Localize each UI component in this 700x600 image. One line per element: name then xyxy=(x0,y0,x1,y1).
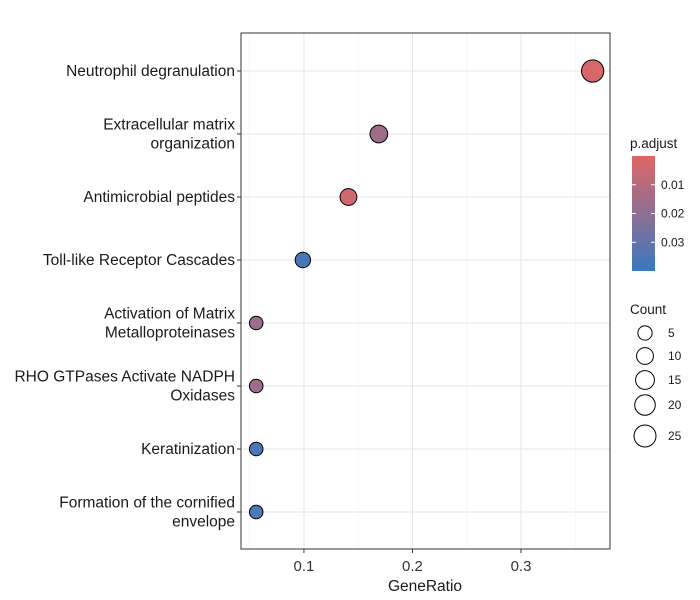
data-point xyxy=(580,59,605,83)
color-legend-tick-label: 0.03 xyxy=(661,235,685,249)
data-point xyxy=(339,188,358,206)
data-point xyxy=(248,378,264,394)
y-axis: Neutrophil degranulation Extracellular ma… xyxy=(14,63,241,531)
size-legend-title: Count xyxy=(630,302,666,317)
size-legend-label: 10 xyxy=(668,349,682,363)
plot-border xyxy=(240,32,611,550)
size-legend-circle xyxy=(635,370,655,390)
data-point xyxy=(369,124,389,144)
y-tick-label: Metalloproteinases xyxy=(105,325,235,342)
color-legend-bar xyxy=(632,156,655,271)
x-axis-title: GeneRatio xyxy=(388,578,462,595)
color-legend-title: p.adjust xyxy=(630,136,678,151)
y-tick-label: Oxidases xyxy=(170,388,235,405)
size-legend: Count 5 10 15 20 25 xyxy=(630,302,682,448)
size-legend-label: 5 xyxy=(668,326,675,340)
data-point xyxy=(248,504,264,520)
y-tick-label: Formation of the cornified xyxy=(59,495,235,512)
x-tick-label: 0.2 xyxy=(402,558,423,575)
data-points xyxy=(248,59,605,520)
x-tick-label: 0.1 xyxy=(294,558,315,575)
y-tick-label: RHO GTPases Activate NADPH xyxy=(14,369,235,386)
size-legend-label: 25 xyxy=(668,429,682,443)
x-tick-label: 0.3 xyxy=(511,558,532,575)
color-legend-tick-label: 0.02 xyxy=(661,207,685,221)
plot-panel xyxy=(241,33,610,549)
size-legend-label: 20 xyxy=(668,398,682,412)
y-tick-label: Activation of Matrix xyxy=(104,306,235,323)
x-axis: 0.1 0.2 0.3 xyxy=(294,549,532,575)
y-tick-label: Extracellular matrix xyxy=(103,117,235,134)
data-point xyxy=(248,441,264,457)
size-legend-circle xyxy=(633,424,657,448)
size-legend-circle xyxy=(636,347,654,365)
y-tick-label: Keratinization xyxy=(141,441,235,458)
color-legend-tick-label: 0.01 xyxy=(661,178,685,192)
data-point xyxy=(248,315,264,331)
color-legend: p.adjust 0.01 0.02 0.03 xyxy=(630,136,685,271)
size-legend-circle xyxy=(634,394,656,416)
size-legend-label: 15 xyxy=(668,373,682,387)
y-tick-label: envelope xyxy=(172,514,235,531)
y-tick-label: Toll-like Receptor Cascades xyxy=(43,252,235,269)
y-tick-label: organization xyxy=(151,136,235,153)
y-tick-label: Antimicrobial peptides xyxy=(83,189,235,206)
y-tick-label: Neutrophil degranulation xyxy=(66,63,235,80)
data-point xyxy=(294,251,312,269)
size-legend-circle xyxy=(637,325,653,341)
